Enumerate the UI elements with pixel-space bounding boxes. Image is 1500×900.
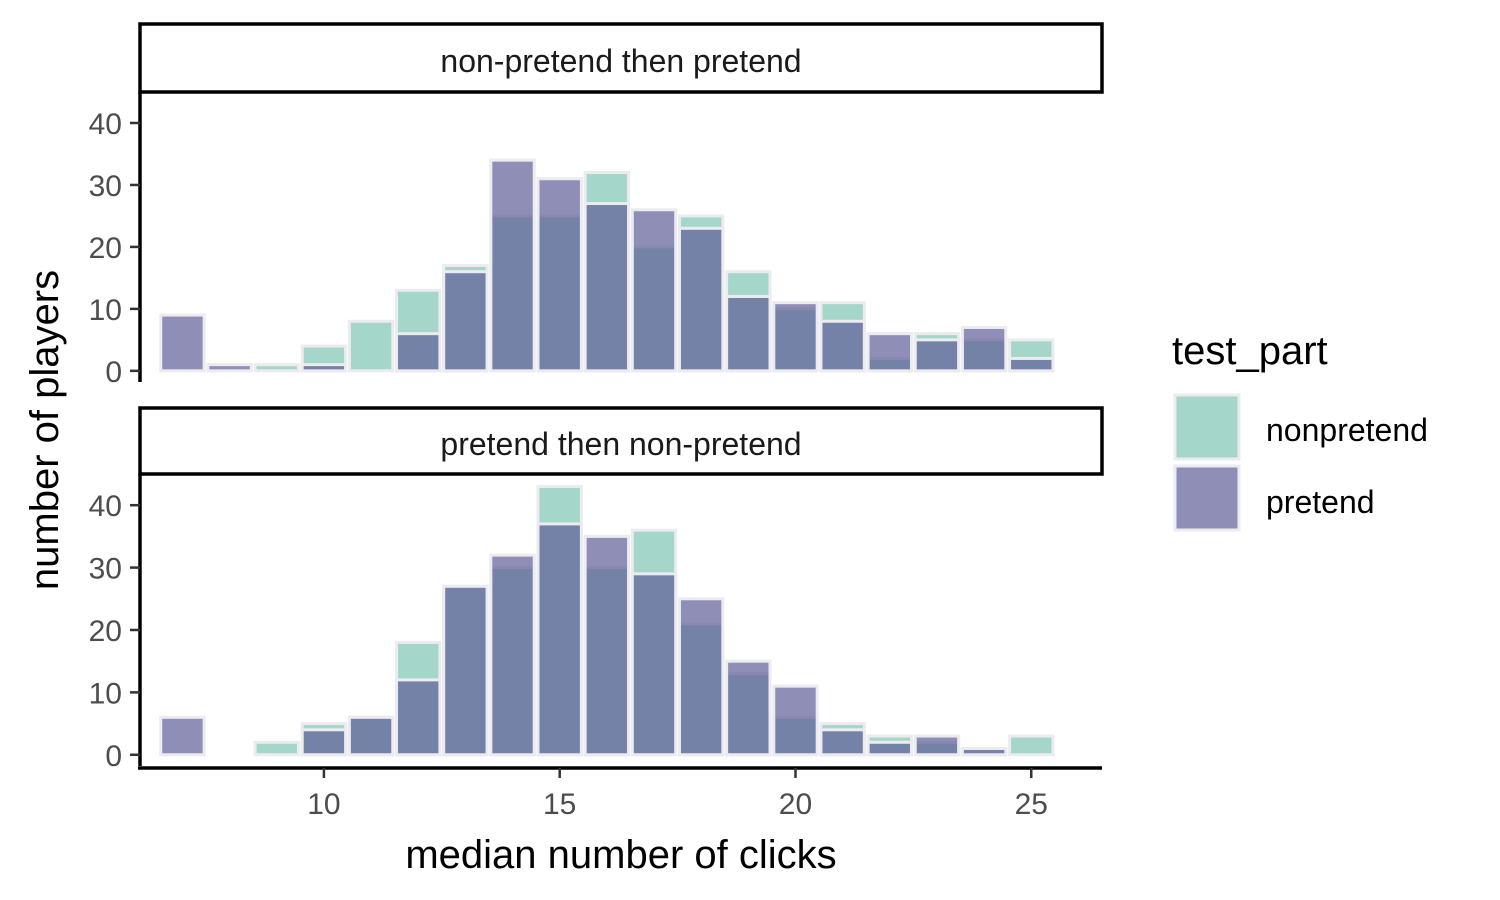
bar-pretend-14 — [489, 158, 536, 373]
bar-pretend-14 — [489, 553, 536, 757]
bar-pretend-24 — [960, 325, 1008, 373]
y-tick-label: 20 — [89, 615, 122, 648]
bar-pretend-13 — [442, 584, 489, 757]
bar-pretend-17 — [630, 208, 678, 373]
bar-pretend-23 — [913, 734, 961, 757]
bar-nonpretend-9 — [253, 363, 300, 373]
legend-label-nonpretend: nonpretend — [1266, 412, 1428, 448]
panel-bottom: 0 10 20 30 40 — [89, 474, 1055, 773]
y-tick-label: 20 — [89, 232, 122, 265]
x-tick-label: 20 — [779, 788, 812, 821]
bar-pretend-19 — [725, 659, 772, 757]
y-tick-label: 30 — [89, 170, 122, 203]
y-tick-label: 0 — [105, 356, 122, 389]
y-axis-title: number of players — [23, 270, 67, 590]
facet-strip-label-top: non-pretend then pretend — [440, 43, 801, 79]
x-tick-label: 25 — [1015, 788, 1048, 821]
facet-strip-label-bottom: pretend then non-pretend — [440, 426, 801, 462]
bar-pretend-23 — [913, 338, 961, 373]
panel-top: 0 10 20 30 40 — [89, 92, 1055, 389]
bar-pretend-15 — [536, 177, 583, 373]
bar-pretend-20 — [772, 301, 819, 373]
x-axis: 10 15 20 25 — [138, 766, 1102, 821]
legend: test_part nonpretend pretend — [1172, 329, 1428, 532]
bar-pretend-25 — [1008, 356, 1055, 373]
bar-pretend-11 — [347, 715, 395, 757]
bar-pretend-13 — [442, 270, 489, 373]
legend-title: test_part — [1172, 329, 1328, 373]
bar-pretend-10 — [300, 728, 348, 757]
bar-pretend-21 — [819, 728, 866, 757]
bar-pretend-18 — [677, 597, 725, 757]
bar-pretend-7 — [159, 715, 206, 757]
bar-pretend-24 — [960, 747, 1008, 757]
legend-label-pretend: pretend — [1266, 484, 1375, 520]
bar-pretend-21 — [819, 319, 866, 373]
bar-pretend-19 — [725, 294, 772, 373]
y-tick-label: 40 — [89, 108, 122, 141]
legend-key-pretend — [1173, 464, 1241, 532]
y-tick-label: 0 — [105, 740, 122, 773]
legend-key-nonpretend — [1173, 393, 1241, 461]
bar-pretend-10 — [300, 363, 348, 373]
y-tick-label: 10 — [89, 677, 122, 710]
x-axis-title: median number of clicks — [405, 833, 836, 877]
bar-pretend-8 — [206, 363, 253, 373]
x-tick-label: 15 — [543, 788, 576, 821]
bar-nonpretend-25 — [1008, 734, 1055, 757]
bar-pretend-15 — [536, 522, 583, 757]
bar-pretend-12 — [395, 678, 442, 757]
bar-pretend-16 — [583, 534, 631, 757]
bar-nonpretend-9 — [253, 740, 300, 757]
y-tick-label: 30 — [89, 553, 122, 586]
facet-strip-top — [138, 22, 1104, 94]
bar-pretend-18 — [677, 226, 725, 373]
y-tick-label: 40 — [89, 490, 122, 523]
bar-pretend-16 — [583, 202, 631, 373]
bar-pretend-22 — [866, 740, 913, 757]
y-tick-label: 10 — [89, 294, 122, 327]
x-tick-label: 10 — [307, 788, 340, 821]
bar-nonpretend-11 — [347, 319, 395, 373]
facet-strip-bottom — [138, 406, 1104, 476]
bar-pretend-22 — [866, 332, 913, 373]
bar-pretend-20 — [772, 684, 819, 757]
bar-pretend-7 — [159, 313, 206, 373]
bar-pretend-17 — [630, 572, 678, 757]
bar-pretend-12 — [395, 332, 442, 373]
